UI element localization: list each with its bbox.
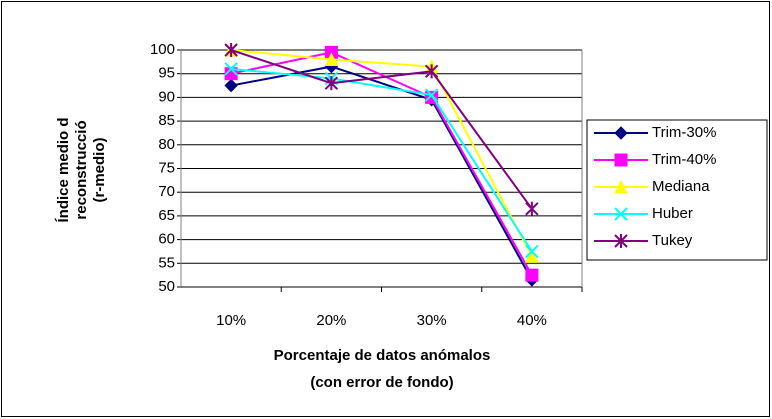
series-line bbox=[231, 67, 533, 252]
y-axis-title: reconstrucció bbox=[73, 120, 90, 219]
legend-label: Trim-30% bbox=[652, 124, 716, 141]
y-tick-label: 90 bbox=[158, 88, 175, 105]
y-tick-label: 60 bbox=[158, 231, 175, 248]
y-tick-label: 100 bbox=[150, 41, 175, 58]
x-axis-title: (con error de fondo) bbox=[310, 374, 453, 391]
y-tick-label: 75 bbox=[158, 159, 175, 176]
marker bbox=[614, 179, 628, 194]
marker bbox=[424, 64, 439, 79]
legend-label: Trim-40% bbox=[652, 151, 716, 168]
y-tick-label: 80 bbox=[158, 136, 175, 153]
legend-label: Huber bbox=[652, 205, 693, 222]
marker bbox=[324, 76, 339, 91]
marker bbox=[224, 62, 238, 76]
x-tick-label: 10% bbox=[216, 312, 246, 329]
marker bbox=[525, 244, 539, 259]
legend-label: Tukey bbox=[652, 232, 693, 249]
y-axis-title: Índice medio d bbox=[55, 117, 72, 222]
y-tick-label: 55 bbox=[158, 254, 175, 271]
marker bbox=[614, 153, 628, 167]
series-line bbox=[230, 49, 533, 210]
x-tick-label: 20% bbox=[316, 312, 346, 329]
marker bbox=[525, 249, 539, 263]
marker bbox=[614, 126, 628, 140]
marker bbox=[614, 234, 628, 248]
marker bbox=[224, 78, 238, 93]
series-line bbox=[230, 65, 533, 281]
marker bbox=[525, 201, 539, 216]
y-tick-label: 65 bbox=[158, 207, 175, 224]
marker bbox=[614, 207, 628, 221]
series-line bbox=[231, 49, 533, 257]
x-tick-label: 40% bbox=[517, 312, 547, 329]
x-tick-label: 30% bbox=[417, 312, 447, 329]
marker bbox=[525, 268, 539, 282]
y-tick-label: 70 bbox=[158, 183, 175, 200]
x-axis-title: Porcentaje de datos anómalos bbox=[274, 347, 491, 364]
series-line bbox=[230, 51, 533, 276]
y-tick-label: 85 bbox=[158, 112, 175, 129]
y-axis-title: (r-medio) bbox=[91, 138, 108, 203]
legend-label: Mediana bbox=[652, 178, 710, 195]
y-tick-label: 95 bbox=[158, 65, 175, 82]
marker bbox=[224, 43, 238, 57]
y-tick-label: 50 bbox=[158, 278, 175, 295]
marker bbox=[424, 88, 439, 102]
marker bbox=[324, 52, 339, 66]
